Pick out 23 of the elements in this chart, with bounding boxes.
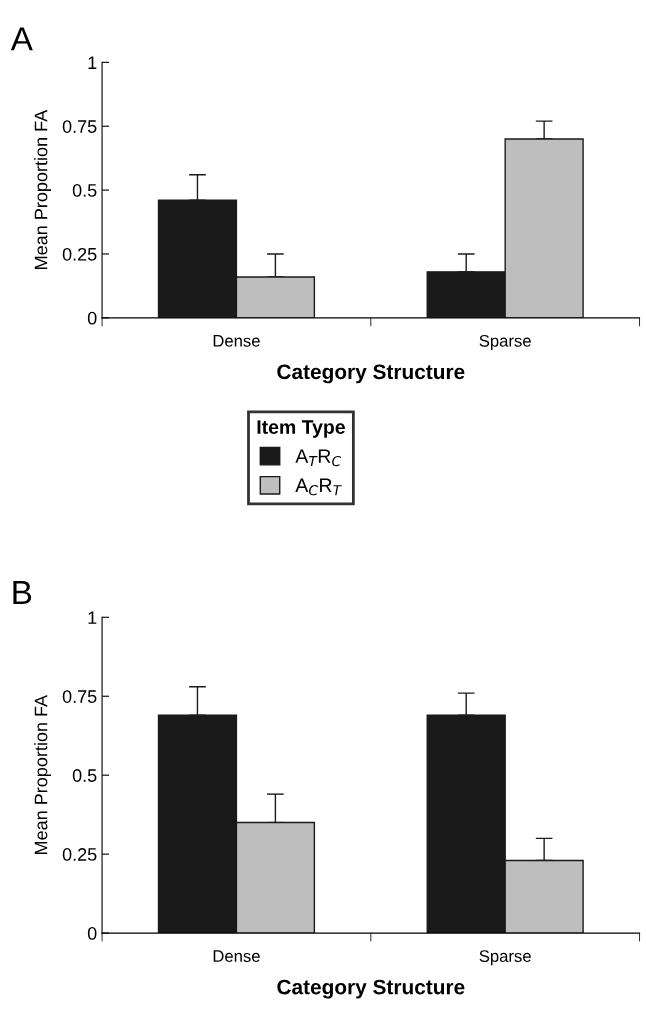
- chart-title: A: [10, 27, 33, 51]
- legend-label: A$_{C}$R$_{T}$: [295, 478, 342, 496]
- y-tick-label: 0.75: [62, 690, 97, 703]
- y-tick-label: 1: [88, 611, 97, 624]
- x-axis-title: Category Structure: [277, 979, 465, 999]
- y-tick-label: 0.5: [72, 769, 97, 782]
- y-tick-label: 0: [87, 927, 97, 940]
- x-tick-label: Dense: [213, 950, 260, 962]
- y-tick-label: 0.5: [72, 184, 97, 197]
- y-axis-title: Mean Proportion FA: [34, 694, 51, 854]
- y-tick-label: 0.25: [62, 247, 97, 261]
- x-tick-label: Dense: [213, 335, 260, 347]
- y-tick-label: 1: [88, 56, 97, 69]
- y-tick-label: 0.75: [62, 120, 97, 133]
- legend-label: A$_{T}$R$_{C}$: [295, 449, 341, 467]
- chart-title: B: [13, 581, 32, 605]
- legend-title: Item Type: [257, 420, 345, 438]
- x-axis-title: Category Structure: [277, 364, 465, 384]
- x-tick-label: Sparse: [479, 334, 531, 351]
- x-tick-label: Sparse: [479, 950, 531, 966]
- y-tick-label: 0: [87, 311, 97, 325]
- y-tick-label: 0.25: [62, 848, 97, 861]
- y-axis-title: Mean Proportion FA: [34, 109, 51, 269]
